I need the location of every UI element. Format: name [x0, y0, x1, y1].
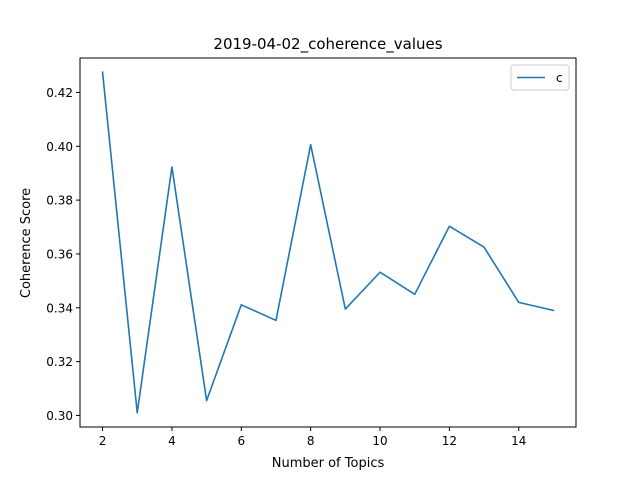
chart-title: 2019-04-02_coherence_values	[213, 35, 442, 54]
legend-label: c	[556, 71, 563, 85]
y-tick-label: 0.36	[46, 247, 73, 261]
y-tick-label: 0.42	[46, 86, 73, 100]
x-axis-label: Number of Topics	[272, 456, 385, 471]
y-tick-label: 0.38	[46, 194, 73, 208]
x-tick-label: 10	[372, 434, 387, 448]
x-tick-label: 6	[237, 434, 245, 448]
x-tick-label: 14	[511, 434, 526, 448]
plot-area: 2 4 6 8 10 12 14 0.30 0.32 0.34 0.36 0.38 0.40 0.42 c	[46, 57, 577, 448]
y-tick-label: 0.34	[46, 301, 73, 315]
x-tick-label: 8	[307, 434, 315, 448]
y-tick-label: 0.32	[46, 355, 73, 369]
y-tick-label: 0.30	[46, 409, 73, 423]
series-line-c	[101, 71, 555, 414]
x-tick-label: 2	[99, 434, 107, 448]
y-tick-label: 0.40	[46, 140, 73, 154]
x-tick-label: 12	[442, 434, 457, 448]
axes-frame	[79, 57, 577, 428]
y-axis-label: Coherence Score	[19, 188, 34, 298]
x-tick-label: 4	[168, 434, 176, 448]
